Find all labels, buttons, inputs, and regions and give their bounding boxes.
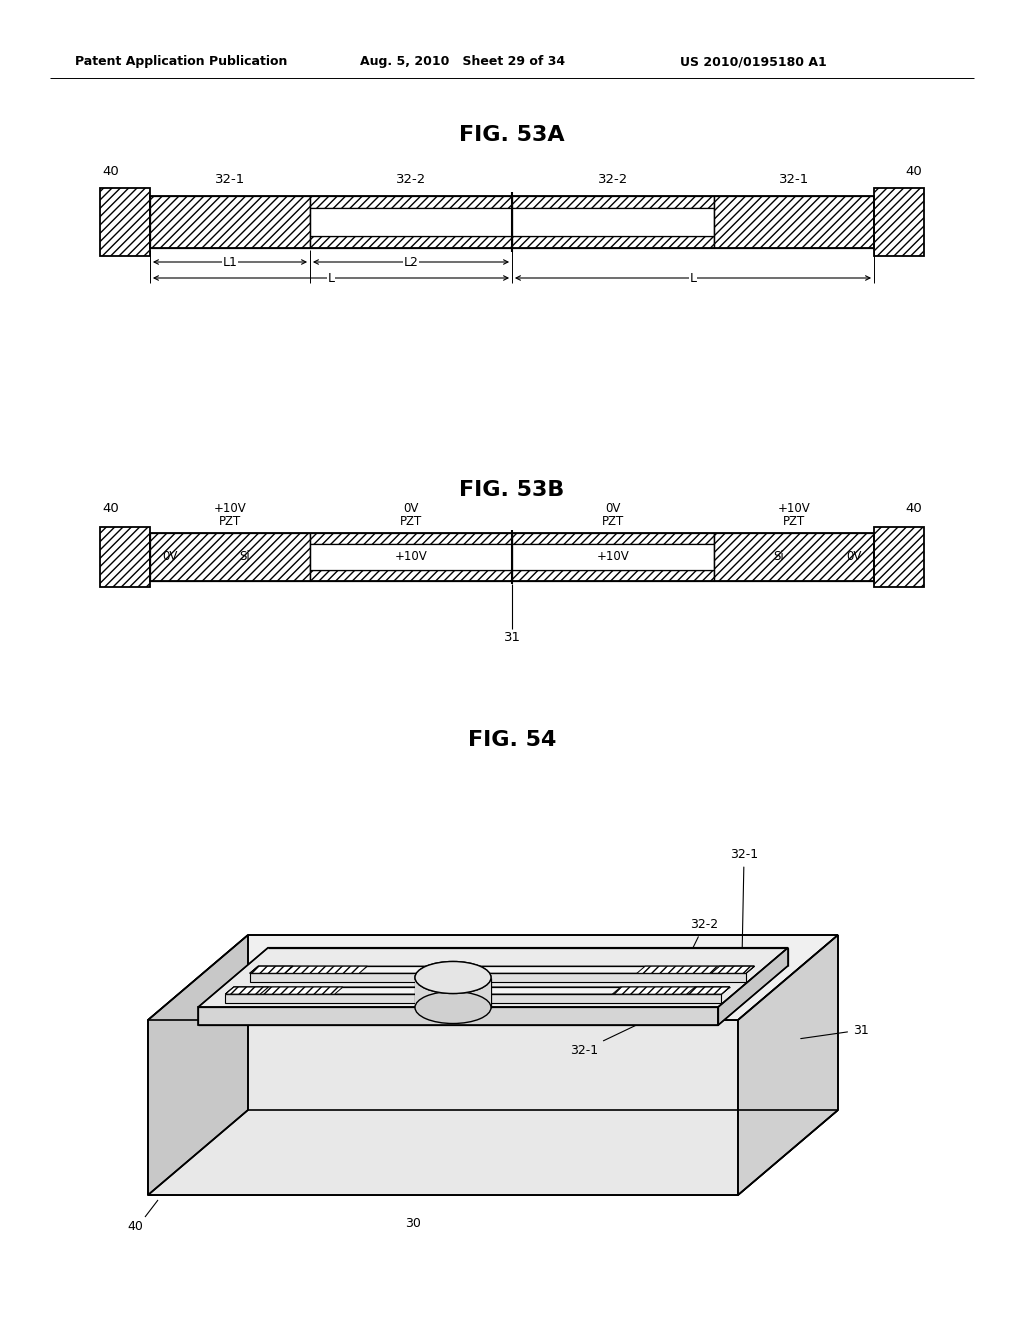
Text: 10: 10 bbox=[435, 979, 451, 993]
Polygon shape bbox=[738, 935, 838, 1195]
Text: 40: 40 bbox=[127, 1220, 143, 1233]
Text: 32-1: 32-1 bbox=[730, 849, 758, 986]
Bar bbox=[310, 209, 512, 236]
Bar bbox=[150, 533, 874, 581]
Bar bbox=[310, 195, 512, 209]
Text: PZT: PZT bbox=[783, 515, 805, 528]
Text: +10V: +10V bbox=[597, 550, 630, 564]
Ellipse shape bbox=[415, 991, 490, 1023]
Bar bbox=[150, 195, 874, 248]
Bar bbox=[310, 570, 512, 581]
Text: 40: 40 bbox=[102, 165, 119, 178]
Polygon shape bbox=[718, 948, 788, 1026]
Polygon shape bbox=[225, 987, 730, 994]
Text: 0V: 0V bbox=[163, 550, 178, 564]
Text: US 2010/0195180 A1: US 2010/0195180 A1 bbox=[680, 55, 826, 69]
Text: 32-2: 32-2 bbox=[630, 972, 714, 997]
Polygon shape bbox=[148, 935, 248, 1195]
Polygon shape bbox=[198, 1007, 718, 1026]
Text: 32-1: 32-1 bbox=[215, 173, 245, 186]
Bar bbox=[512, 544, 714, 570]
Polygon shape bbox=[250, 966, 368, 973]
Polygon shape bbox=[250, 966, 293, 973]
Polygon shape bbox=[637, 966, 755, 973]
Text: 30: 30 bbox=[406, 1217, 422, 1230]
Text: L: L bbox=[689, 272, 696, 285]
Bar bbox=[512, 195, 714, 209]
Bar bbox=[100, 187, 150, 256]
Polygon shape bbox=[148, 1110, 838, 1195]
Text: Si: Si bbox=[773, 550, 784, 564]
Text: PZT: PZT bbox=[602, 515, 624, 528]
Text: Aug. 5, 2010   Sheet 29 of 34: Aug. 5, 2010 Sheet 29 of 34 bbox=[360, 55, 565, 69]
Bar bbox=[714, 533, 874, 581]
Bar bbox=[310, 236, 512, 248]
Text: 32-2: 32-2 bbox=[673, 919, 718, 990]
Bar bbox=[512, 236, 714, 248]
Text: Patent Application Publication: Patent Application Publication bbox=[75, 55, 288, 69]
Bar bbox=[874, 527, 924, 587]
Text: +10V: +10V bbox=[394, 550, 427, 564]
Polygon shape bbox=[225, 987, 343, 994]
Polygon shape bbox=[198, 948, 788, 1007]
Text: +10V: +10V bbox=[777, 502, 810, 515]
Polygon shape bbox=[225, 994, 721, 1003]
Text: 32-2: 32-2 bbox=[598, 173, 628, 186]
Ellipse shape bbox=[415, 961, 490, 994]
Polygon shape bbox=[250, 966, 755, 973]
Polygon shape bbox=[712, 966, 755, 973]
Bar bbox=[415, 978, 490, 1007]
Text: 0V: 0V bbox=[403, 502, 419, 515]
Text: FIG. 54: FIG. 54 bbox=[468, 730, 556, 750]
Text: 31: 31 bbox=[801, 1023, 868, 1039]
Polygon shape bbox=[687, 987, 730, 994]
Text: 0V: 0V bbox=[846, 550, 861, 564]
Text: PZT: PZT bbox=[219, 515, 241, 528]
Bar bbox=[512, 209, 714, 236]
Text: 32-2: 32-2 bbox=[396, 173, 426, 186]
Bar bbox=[150, 533, 310, 581]
Text: 31: 31 bbox=[504, 631, 520, 644]
Text: Si: Si bbox=[240, 550, 251, 564]
Text: FIG. 53B: FIG. 53B bbox=[460, 480, 564, 500]
Bar bbox=[512, 570, 714, 581]
Polygon shape bbox=[612, 987, 730, 994]
Text: 32-1: 32-1 bbox=[570, 969, 754, 1056]
Text: PZT: PZT bbox=[400, 515, 422, 528]
Bar bbox=[714, 195, 874, 248]
Text: 0V: 0V bbox=[605, 502, 621, 515]
Text: 20: 20 bbox=[389, 950, 406, 964]
Bar bbox=[310, 533, 512, 544]
Text: FIG. 53A: FIG. 53A bbox=[459, 125, 565, 145]
Bar bbox=[150, 195, 310, 248]
Text: L: L bbox=[328, 272, 335, 285]
Bar bbox=[512, 533, 714, 544]
Text: +10V: +10V bbox=[214, 502, 247, 515]
Text: 40: 40 bbox=[102, 502, 119, 515]
Text: 40: 40 bbox=[905, 165, 922, 178]
Text: 40: 40 bbox=[905, 502, 922, 515]
Polygon shape bbox=[250, 973, 745, 982]
Polygon shape bbox=[225, 987, 268, 994]
Polygon shape bbox=[148, 935, 838, 1020]
Ellipse shape bbox=[415, 961, 490, 994]
Text: 32-1: 32-1 bbox=[779, 173, 809, 186]
Bar bbox=[100, 527, 150, 587]
Polygon shape bbox=[148, 1020, 738, 1195]
Bar bbox=[874, 187, 924, 256]
Text: L2: L2 bbox=[403, 256, 419, 268]
Bar bbox=[310, 544, 512, 570]
Text: L1: L1 bbox=[222, 256, 238, 268]
